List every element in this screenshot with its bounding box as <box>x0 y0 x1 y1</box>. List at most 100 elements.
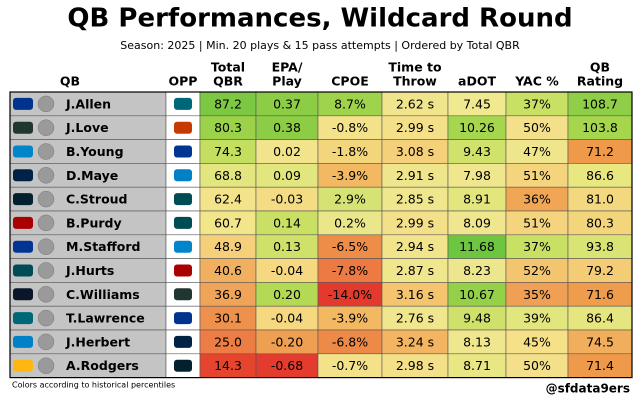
stat-value: 2.87 s <box>396 263 434 278</box>
headshot <box>37 262 55 279</box>
column-header: Rating <box>577 74 623 89</box>
stat-value: 39% <box>523 311 551 326</box>
stat-value: -0.03 <box>271 192 303 207</box>
player-name: D.Maye <box>66 168 118 183</box>
team-logo <box>13 312 33 325</box>
stat-value: 30.1 <box>214 311 242 326</box>
opp-logo <box>174 335 192 348</box>
headshot <box>37 143 55 160</box>
column-header: aDOT <box>458 74 496 89</box>
stat-value: -0.68 <box>271 358 303 373</box>
stat-value: 25.0 <box>214 334 242 349</box>
column-header: CPOE <box>331 74 369 89</box>
team-logo <box>13 335 33 348</box>
player-name: J.Herbert <box>65 334 130 349</box>
stat-value: 87.2 <box>214 96 242 111</box>
stat-value: -3.9% <box>332 311 368 326</box>
stat-value: 51% <box>523 215 551 230</box>
stat-value: 80.3 <box>214 120 242 135</box>
headshot <box>37 238 55 255</box>
opp-logo <box>174 216 192 229</box>
stat-value: 40.6 <box>214 263 242 278</box>
stat-value: 51% <box>523 168 551 183</box>
stat-value: 35% <box>523 287 551 302</box>
opp-logo <box>174 145 192 158</box>
stat-value: -3.9% <box>332 168 368 183</box>
column-header: YAC % <box>514 74 559 89</box>
column-header: QB <box>590 60 610 75</box>
stat-value: 47% <box>523 144 551 159</box>
stat-value: 50% <box>523 358 551 373</box>
stat-value: 36% <box>523 192 551 207</box>
stat-value: 3.16 s <box>396 287 434 302</box>
stat-value: 3.24 s <box>396 334 434 349</box>
column-header: QBR <box>213 74 243 89</box>
stat-value: 68.8 <box>214 168 242 183</box>
opp-logo <box>174 312 192 325</box>
stat-value: 2.62 s <box>396 96 434 111</box>
team-logo <box>13 169 33 182</box>
stat-value: 48.9 <box>214 239 242 254</box>
player-name: C.Stroud <box>66 192 128 207</box>
stat-value: 0.02 <box>273 144 301 159</box>
stat-value: 108.7 <box>582 96 618 111</box>
column-header: Throw <box>393 74 437 89</box>
stat-value: 2.94 s <box>396 239 434 254</box>
headshot <box>37 309 55 327</box>
stat-value: 80.3 <box>586 215 614 230</box>
stat-value: 2.9% <box>334 192 366 207</box>
stat-value: 103.8 <box>582 120 618 135</box>
stat-value: 81.0 <box>586 192 614 207</box>
stat-value: 79.2 <box>586 263 614 278</box>
team-logo <box>13 264 33 277</box>
stat-value: 50% <box>523 120 551 135</box>
stat-value: 14.3 <box>214 358 242 373</box>
stat-value: 86.6 <box>586 168 614 183</box>
stat-value: 0.13 <box>273 239 301 254</box>
stat-value: 8.91 <box>463 192 491 207</box>
stat-value: 9.43 <box>463 144 491 159</box>
player-name: J.Hurts <box>65 263 114 278</box>
stat-value: 10.26 <box>459 120 495 135</box>
credit: @sfdata9ers <box>546 382 630 396</box>
team-logo <box>13 193 33 206</box>
stat-value: 3.08 s <box>396 144 434 159</box>
column-header: Play <box>272 74 302 89</box>
stat-value: 2.76 s <box>396 311 434 326</box>
headshot <box>37 214 55 232</box>
stat-value: 71.4 <box>586 358 614 373</box>
stat-value: -0.7% <box>332 358 368 373</box>
stat-value: 52% <box>523 263 551 278</box>
opp-logo <box>174 359 192 372</box>
stat-value: 0.38 <box>273 120 301 135</box>
stat-value: -1.8% <box>332 144 368 159</box>
stat-value: 2.98 s <box>396 358 434 373</box>
headshot <box>37 333 55 351</box>
stat-value: 8.7% <box>334 96 366 111</box>
headshot <box>37 95 55 113</box>
opp-logo <box>174 121 192 134</box>
stat-value: 0.37 <box>273 96 301 111</box>
team-logo <box>13 121 33 134</box>
stat-value: 71.2 <box>586 144 614 159</box>
headshot <box>37 119 55 136</box>
stat-value: 2.91 s <box>396 168 434 183</box>
headshot <box>37 167 55 184</box>
stat-value: 11.68 <box>459 239 495 254</box>
opp-logo <box>174 288 192 301</box>
stat-value: -6.5% <box>332 239 368 254</box>
stat-value: -0.20 <box>271 334 303 349</box>
column-header: OPP <box>169 74 198 89</box>
stat-value: 37% <box>523 239 551 254</box>
column-header: Time to <box>388 60 442 75</box>
title: QB Performances, Wildcard Round <box>67 4 572 34</box>
stat-value: -0.8% <box>332 120 368 135</box>
stat-value: 0.2% <box>334 215 366 230</box>
stat-value: 7.45 <box>463 96 491 111</box>
stat-value: 0.09 <box>273 168 301 183</box>
team-logo <box>13 216 33 229</box>
team-logo <box>13 97 33 110</box>
headshot <box>37 357 55 374</box>
stat-value: 8.71 <box>463 358 491 373</box>
